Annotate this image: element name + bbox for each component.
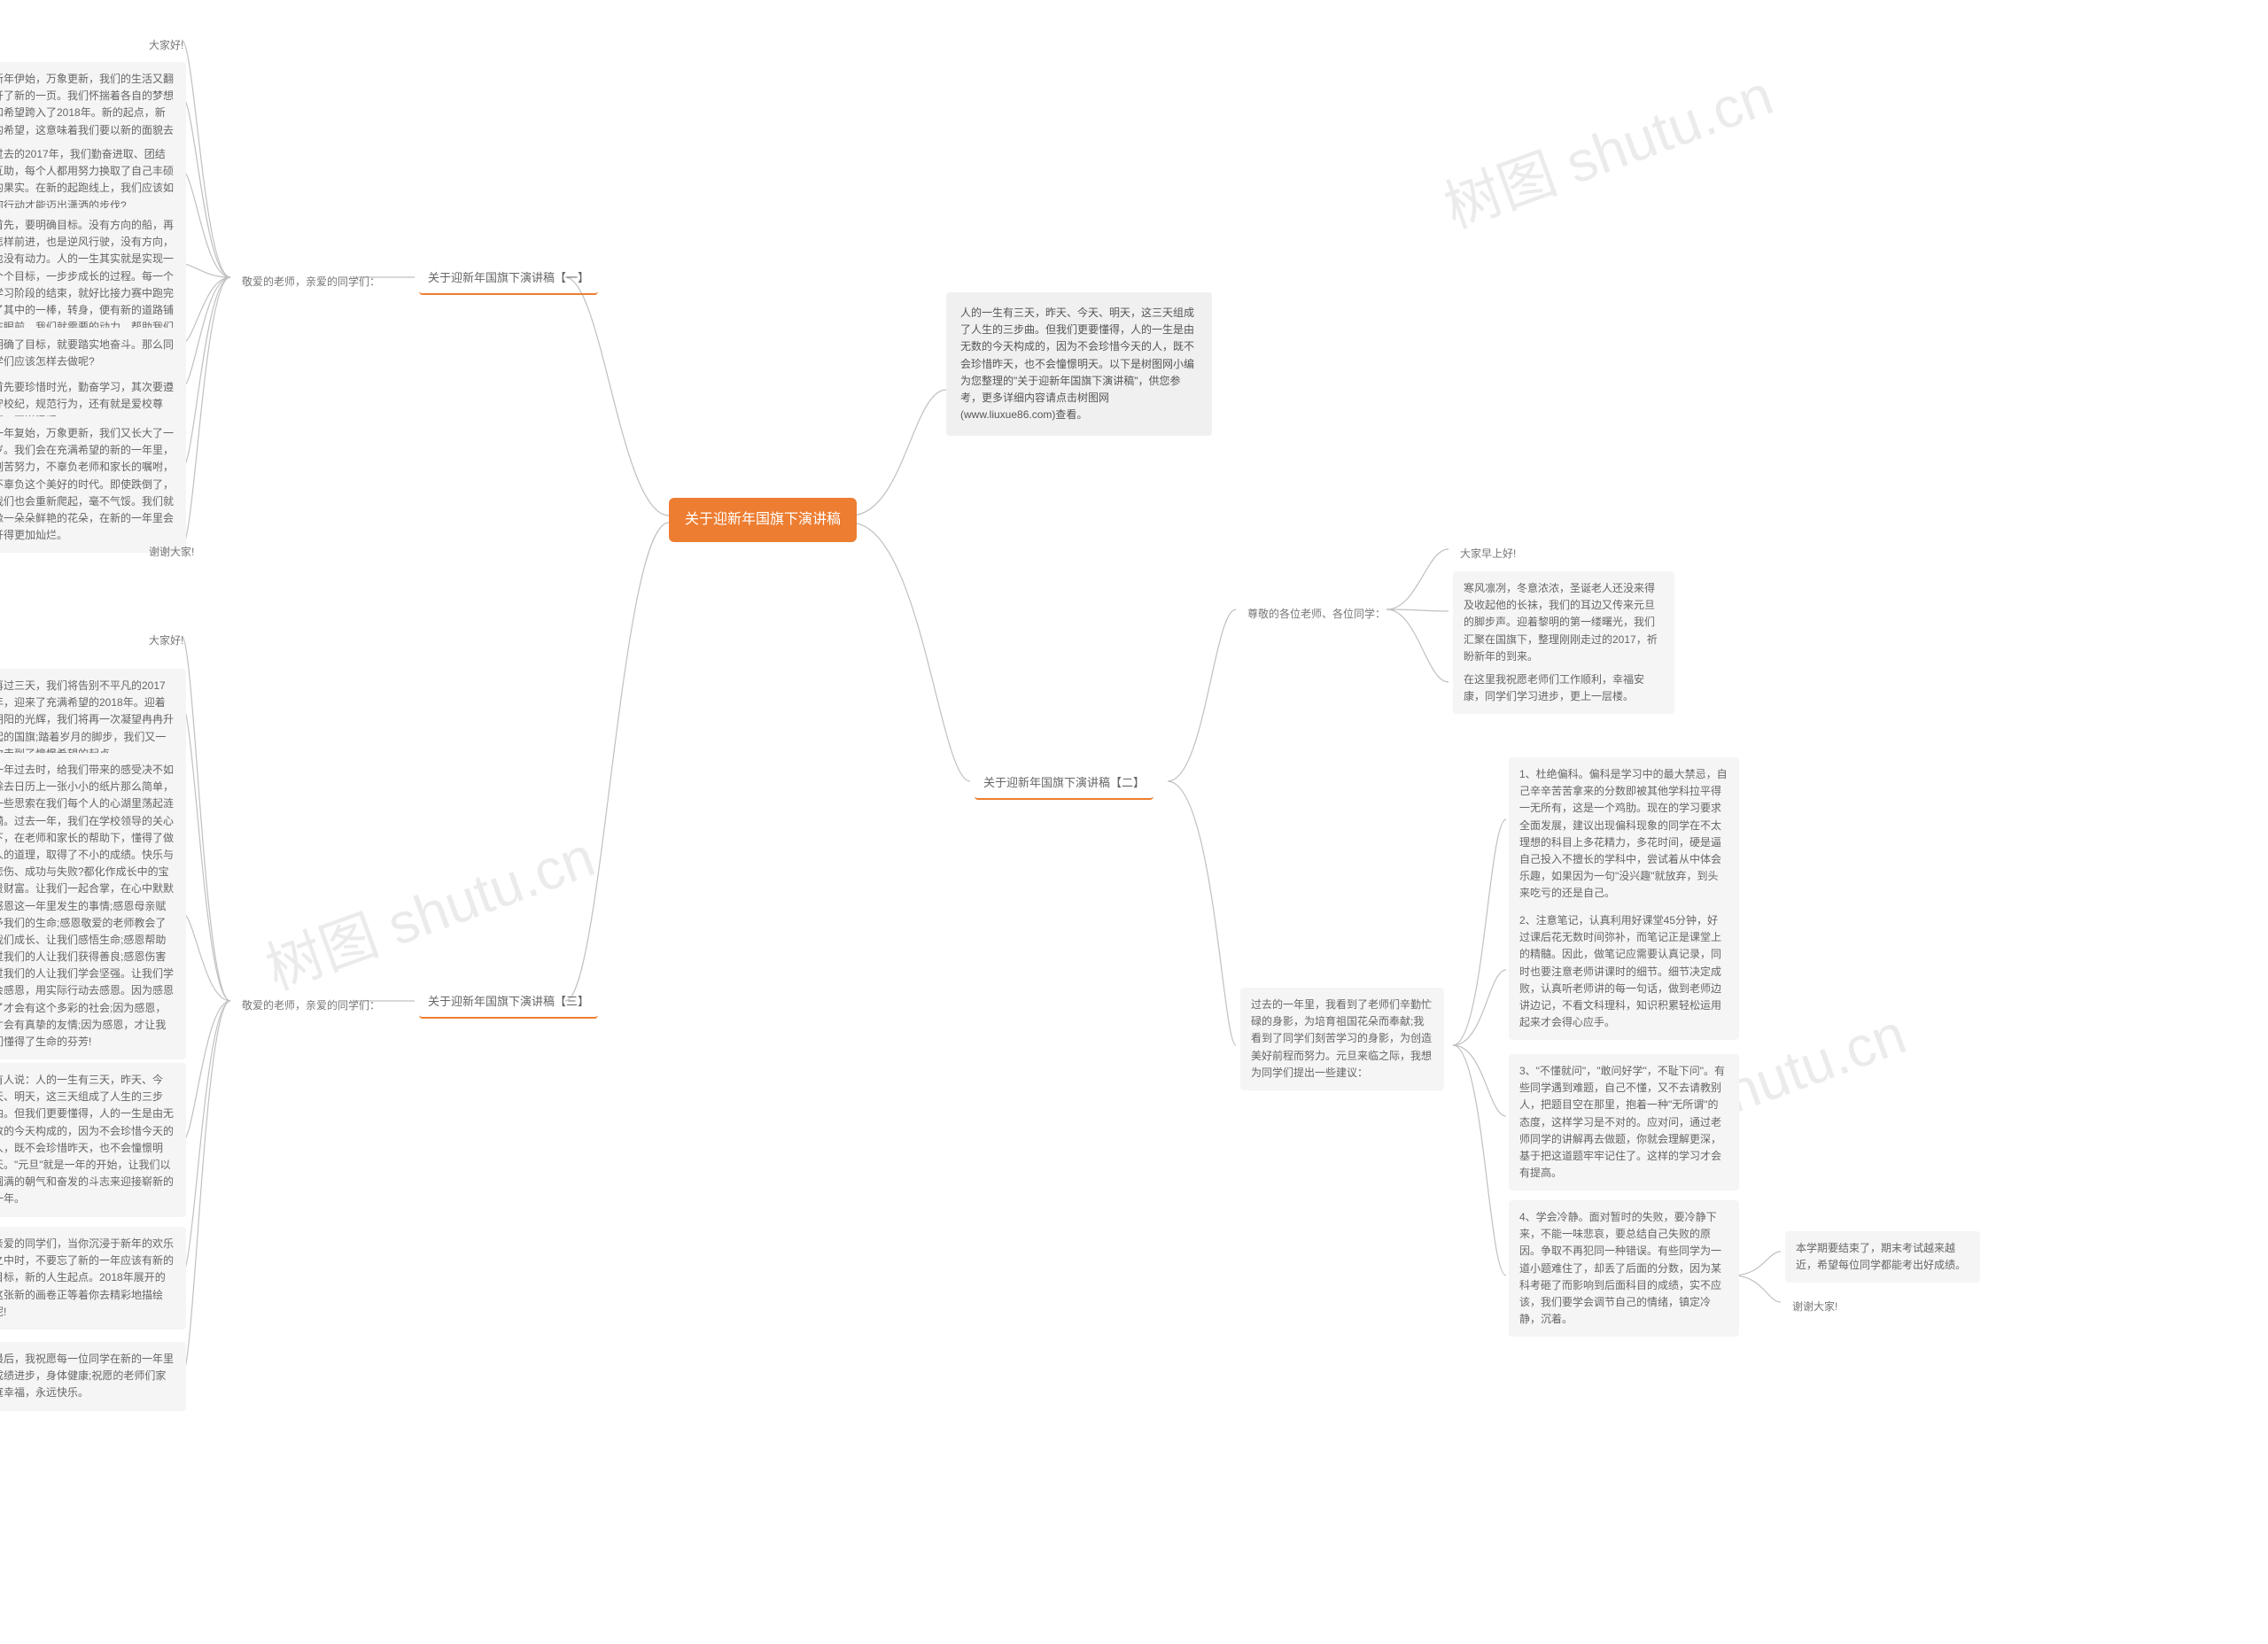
watermark: 树图 shutu.cn [253,811,604,1005]
watermark: 树图 shutu.cn [1432,50,1783,244]
b3-p3: 有人说：人的一生有三天，昨天、今天、明天，这三天组成了人生的三步曲。但我们更要懂… [0,1063,186,1217]
branch3-title: 关于迎新年国旗下演讲稿【三】 [419,989,598,1019]
b1-p7: 谢谢大家! [142,540,201,564]
b2-end1: 谢谢大家! [1785,1295,1845,1319]
b2-tip2: 2、注意笔记，认真利用好课堂45分钟，好过课后花无数时间弥补，而笔记正是课堂上的… [1509,903,1739,1040]
b3-p4: 亲爱的同学们，当你沉浸于新年的欢乐之中时，不要忘了新的一年应该有新的目标，新的人… [0,1227,186,1330]
branch2-title: 关于迎新年国旗下演讲稿【二】 [975,771,1153,800]
branch1-greeting: 敬爱的老师，亲爱的同学们： [235,270,387,294]
b2-tip1: 1、杜绝偏科。偏科是学习中的最大禁忌，自己辛辛苦苦拿来的分数即被其他学科拉平得一… [1509,757,1739,911]
branch1-title: 关于迎新年国旗下演讲稿【一】 [419,266,598,295]
b1-p0: 大家好! [142,34,190,58]
root-node: 关于迎新年国旗下演讲稿 [669,498,857,542]
b1-p6: 一年复始，万象更新，我们又长大了一岁。我们会在充满希望的新的一年里，刻苦努力，不… [0,416,186,553]
connectors-layer [0,0,2268,1644]
b2-tip3: 3、"不懂就问"，"敢问好学"，不耻下问"。有些同学遇到难题，自己不懂，又不去请… [1509,1054,1739,1190]
b2-g0: 大家早上好! [1453,542,1523,566]
b2-sublabel: 过去的一年里，我看到了老师们辛勤忙碌的身影，为培育祖国花朵而奉献;我看到了同学们… [1240,988,1444,1090]
b2-tip4: 4、学会冷静。面对暂时的失败，要冷静下来，不能一味悲哀，要总结自己失败的原因。争… [1509,1200,1739,1337]
b3-p2: 一年过去时，给我们带来的感受决不如除去日历上一张小小的纸片那么简单，一些思索在我… [0,753,186,1059]
intro-block: 人的一生有三天，昨天、今天、明天，这三天组成了人生的三步曲。但我们更要懂得，人的… [946,292,1212,436]
b2-end0: 本学期要结束了，期末考试越来越近，希望每位同学都能考出好成绩。 [1785,1231,1980,1283]
branch2-greeting: 尊敬的各位老师、各位同学： [1240,602,1393,626]
b3-p0: 大家好! [142,629,190,653]
b2-g1: 寒风凛冽，冬意浓浓，圣诞老人还没来得及收起他的长袜，我们的耳边又传来元旦的脚步声… [1453,571,1674,674]
branch3-greeting: 敬爱的老师，亲爱的同学们： [235,994,387,1018]
b3-p5: 最后，我祝愿每一位同学在新的一年里成绩进步，身体健康;祝愿的老师们家庭幸福，永远… [0,1342,186,1411]
b2-g2: 在这里我祝愿老师们工作顺利，幸福安康，同学们学习进步，更上一层楼。 [1453,663,1674,714]
